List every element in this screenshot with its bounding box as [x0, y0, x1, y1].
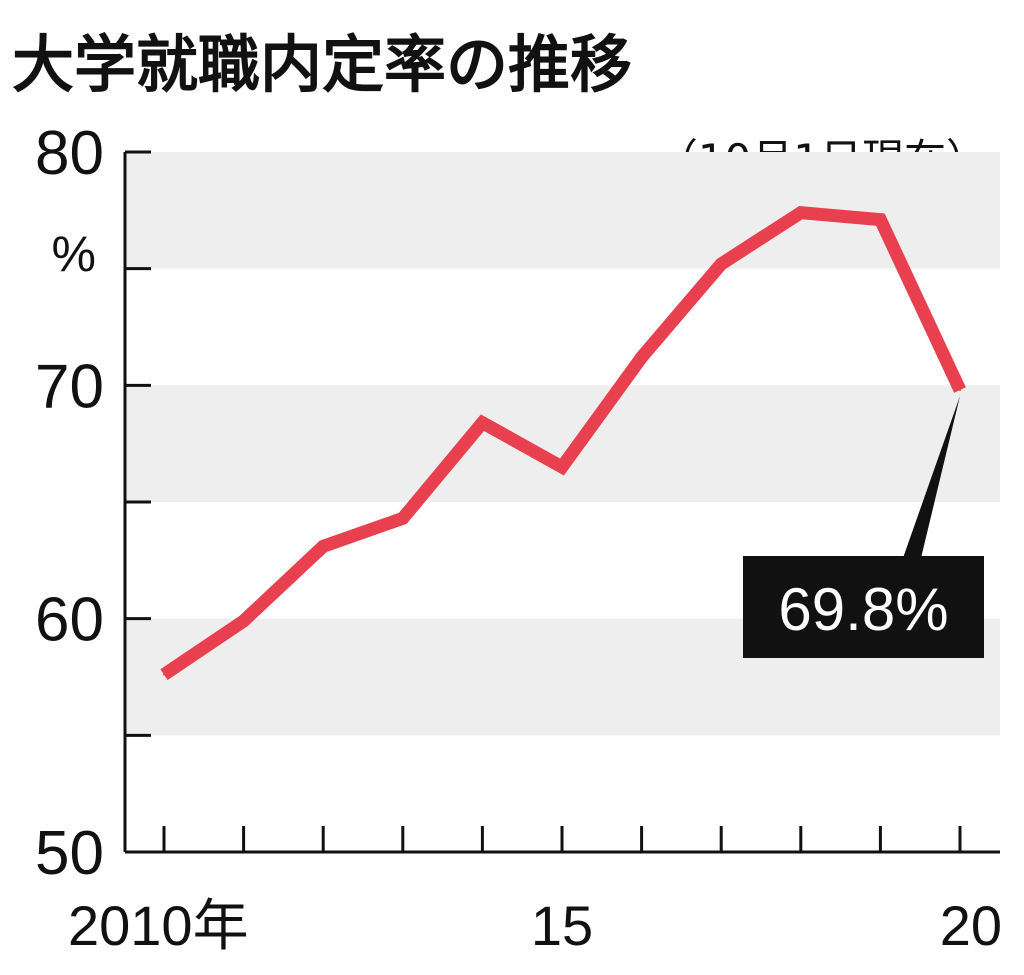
x-tick-label-15: 15: [531, 894, 593, 957]
series-group: [160, 205, 966, 681]
x-tick-labels: 2010年 15 20: [68, 894, 1002, 957]
data-point-2013: [401, 517, 404, 520]
axes: [123, 150, 1000, 854]
callout-pointer: [903, 396, 960, 558]
y-tick-label-80: 80: [35, 119, 104, 188]
callout-label: 69.8%: [778, 576, 948, 643]
band-1: [125, 385, 1000, 502]
data-point-2017: [720, 263, 723, 265]
data-point-2018: [799, 211, 802, 214]
y-tick-label-70: 70: [35, 352, 104, 421]
chart-title: 大学就職内定率の推移: [12, 28, 632, 101]
data-point-2014: [481, 421, 484, 424]
band-2: [125, 152, 1000, 269]
y-tick-label-50: 50: [35, 819, 104, 888]
data-point-2012: [322, 545, 325, 548]
data-point-2016: [640, 356, 643, 359]
y-tick-label-60: 60: [35, 586, 104, 655]
x-tick-label-2010年: 2010年: [68, 894, 249, 957]
data-point-2020: [959, 389, 961, 391]
callout-box: [743, 556, 984, 658]
x-tick-label-20: 20: [940, 894, 1002, 957]
data-point-2019: [879, 218, 882, 221]
data-point-2015: [561, 466, 563, 468]
data-point-2010: [163, 673, 165, 676]
value-callout: 69.8%: [743, 396, 984, 658]
y-unit-label: %: [52, 226, 96, 282]
data-point-2011: [242, 620, 245, 622]
y-tick-labels: 50 60 70 80: [35, 119, 104, 888]
